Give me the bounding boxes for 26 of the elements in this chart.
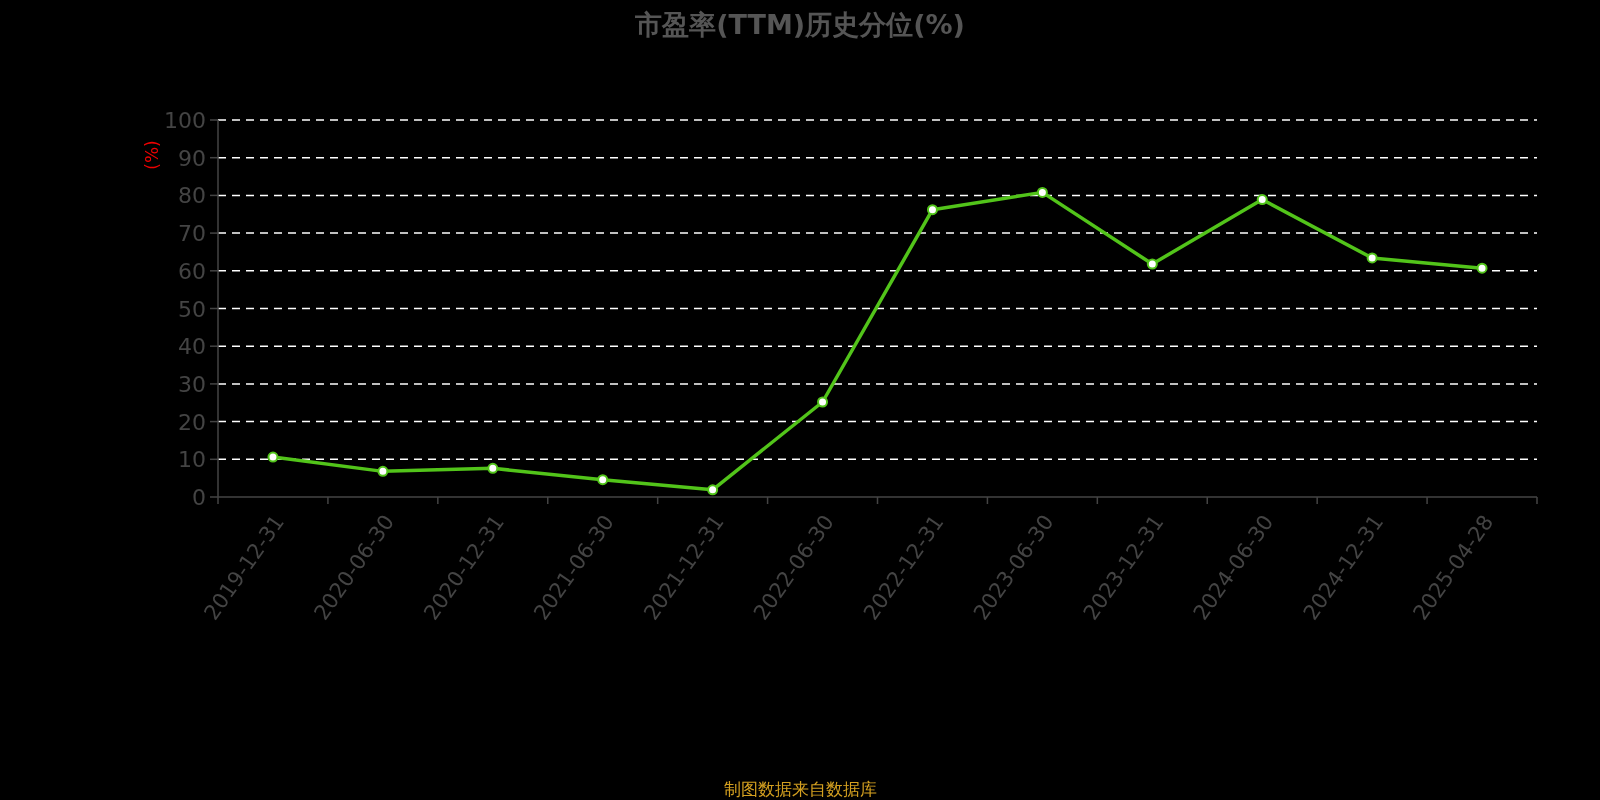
point [707,484,719,496]
point [597,474,609,486]
y-tick-label: 40 [178,334,206,360]
point [1366,252,1378,264]
point [267,451,279,463]
point [817,396,829,408]
point [1476,262,1488,274]
chart-title: 市盈率(TTM)历史分位(%) [634,9,965,40]
y-tick-label: 70 [178,221,206,247]
y-tick-label: 20 [178,409,206,435]
point [487,462,499,474]
y-axis-title: (%) [142,140,162,170]
y-tick-label: 10 [178,447,206,473]
point [1036,186,1048,198]
y-tick-label: 100 [164,108,206,133]
y-tick-label: 80 [178,183,206,209]
y-tick-label: 90 [178,145,206,171]
y-tick-label: 50 [178,296,206,322]
y-tick-label: 0 [192,485,206,510]
text: 制图数据来自数据库 [723,779,877,799]
y-tick-label: 30 [178,371,206,397]
point [926,204,938,216]
y-tick-label: 60 [178,258,206,284]
point [377,465,389,477]
point [1146,258,1158,270]
point [1256,194,1268,206]
